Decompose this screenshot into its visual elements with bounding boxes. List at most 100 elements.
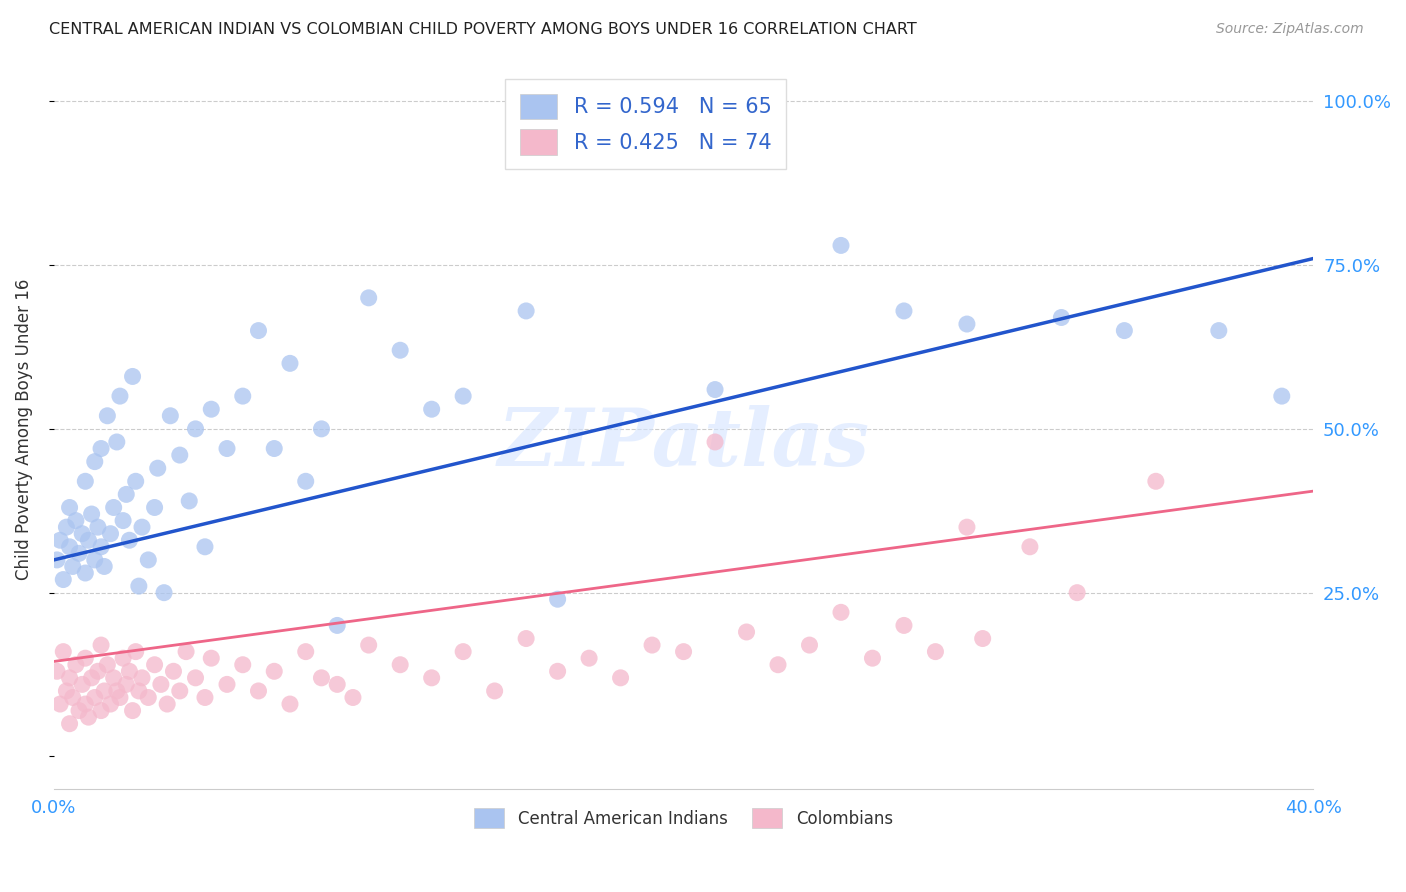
Point	[83, 455, 105, 469]
Point	[96, 657, 118, 672]
Point	[131, 520, 153, 534]
Point	[342, 690, 364, 705]
Point	[735, 624, 758, 639]
Point	[893, 304, 915, 318]
Point	[179, 494, 201, 508]
Point	[136, 553, 159, 567]
Point	[52, 645, 75, 659]
Point	[149, 677, 172, 691]
Point	[547, 665, 569, 679]
Point	[105, 434, 128, 449]
Point	[75, 651, 97, 665]
Point	[153, 585, 176, 599]
Point	[672, 645, 695, 659]
Point	[77, 710, 100, 724]
Point	[128, 684, 150, 698]
Point	[389, 343, 412, 358]
Point	[184, 671, 207, 685]
Point	[146, 461, 169, 475]
Point	[547, 592, 569, 607]
Point	[77, 533, 100, 548]
Point	[46, 553, 69, 567]
Point	[311, 671, 333, 685]
Point	[311, 422, 333, 436]
Point	[90, 704, 112, 718]
Point	[420, 671, 443, 685]
Point	[143, 500, 166, 515]
Point	[58, 716, 80, 731]
Point	[62, 690, 84, 705]
Point	[451, 389, 474, 403]
Point	[93, 559, 115, 574]
Point	[136, 690, 159, 705]
Point	[90, 638, 112, 652]
Point	[80, 507, 103, 521]
Point	[125, 645, 148, 659]
Point	[128, 579, 150, 593]
Point	[247, 684, 270, 698]
Point	[357, 638, 380, 652]
Text: Source: ZipAtlas.com: Source: ZipAtlas.com	[1216, 22, 1364, 37]
Point	[55, 684, 77, 698]
Point	[87, 520, 110, 534]
Legend: Central American Indians, Colombians: Central American Indians, Colombians	[468, 801, 900, 835]
Point	[278, 356, 301, 370]
Point	[194, 690, 217, 705]
Point	[263, 665, 285, 679]
Point	[90, 442, 112, 456]
Point	[1019, 540, 1042, 554]
Point	[232, 657, 254, 672]
Point	[105, 684, 128, 698]
Point	[972, 632, 994, 646]
Point	[420, 402, 443, 417]
Point	[1114, 324, 1136, 338]
Point	[515, 632, 537, 646]
Point	[49, 697, 72, 711]
Point	[357, 291, 380, 305]
Point	[62, 559, 84, 574]
Point	[215, 442, 238, 456]
Point	[278, 697, 301, 711]
Point	[55, 520, 77, 534]
Point	[103, 500, 125, 515]
Point	[704, 383, 727, 397]
Point	[578, 651, 600, 665]
Point	[162, 665, 184, 679]
Point	[484, 684, 506, 698]
Point	[75, 475, 97, 489]
Point	[96, 409, 118, 423]
Point	[263, 442, 285, 456]
Point	[1050, 310, 1073, 325]
Point	[294, 645, 316, 659]
Point	[58, 671, 80, 685]
Point	[143, 657, 166, 672]
Point	[641, 153, 664, 168]
Point	[121, 704, 143, 718]
Point	[159, 409, 181, 423]
Point	[83, 553, 105, 567]
Point	[326, 618, 349, 632]
Point	[200, 402, 222, 417]
Point	[956, 520, 979, 534]
Point	[58, 540, 80, 554]
Point	[389, 657, 412, 672]
Point	[766, 657, 789, 672]
Point	[215, 677, 238, 691]
Point	[46, 665, 69, 679]
Point	[118, 665, 141, 679]
Point	[247, 324, 270, 338]
Point	[118, 533, 141, 548]
Point	[1271, 389, 1294, 403]
Point	[956, 317, 979, 331]
Point	[515, 304, 537, 318]
Point	[52, 573, 75, 587]
Point	[641, 638, 664, 652]
Point	[67, 704, 90, 718]
Point	[75, 566, 97, 580]
Point	[184, 422, 207, 436]
Point	[232, 389, 254, 403]
Point	[112, 651, 135, 665]
Point	[1066, 585, 1088, 599]
Point	[169, 684, 191, 698]
Point	[1208, 324, 1230, 338]
